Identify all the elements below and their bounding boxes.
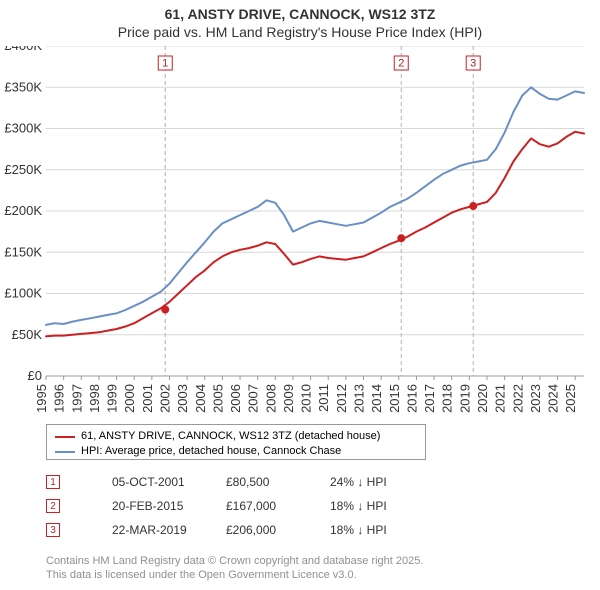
legend-item: 61, ANSTY DRIVE, CANNOCK, WS12 3TZ (deta… bbox=[55, 429, 417, 444]
x-tick-label: 2019 bbox=[457, 384, 472, 413]
x-tick-label: 2013 bbox=[352, 384, 367, 413]
sale-row: 2 20-FEB-2015 £167,000 18% ↓ HPI bbox=[46, 494, 450, 518]
x-tick-label: 2012 bbox=[334, 384, 349, 413]
sale-row: 3 22-MAR-2019 £206,000 18% ↓ HPI bbox=[46, 518, 450, 542]
y-tick-label: £300K bbox=[4, 121, 42, 136]
attribution-line1: Contains HM Land Registry data © Crown c… bbox=[46, 554, 423, 568]
x-tick-label: 2023 bbox=[528, 384, 543, 413]
x-tick-label: 1995 bbox=[34, 384, 49, 413]
attribution-line2: This data is licensed under the Open Gov… bbox=[46, 568, 423, 582]
event-marker: 3 bbox=[470, 57, 476, 69]
y-tick-label: £350K bbox=[4, 79, 42, 94]
sale-marker: 2 bbox=[46, 499, 60, 513]
y-tick-label: £50K bbox=[12, 327, 43, 342]
x-tick-label: 2007 bbox=[246, 384, 261, 413]
sale-marker: 1 bbox=[46, 475, 60, 489]
x-tick-label: 2009 bbox=[281, 384, 296, 413]
legend: 61, ANSTY DRIVE, CANNOCK, WS12 3TZ (deta… bbox=[46, 424, 426, 460]
x-tick-label: 2010 bbox=[299, 384, 314, 413]
legend-label: 61, ANSTY DRIVE, CANNOCK, WS12 3TZ (deta… bbox=[81, 429, 380, 444]
sale-row: 1 05-OCT-2001 £80,500 24% ↓ HPI bbox=[46, 470, 450, 494]
legend-swatch bbox=[55, 451, 75, 453]
x-tick-label: 1996 bbox=[52, 384, 67, 413]
sale-delta: 18% ↓ HPI bbox=[330, 523, 450, 537]
sale-table: 1 05-OCT-2001 £80,500 24% ↓ HPI 2 20-FEB-2015… bbox=[46, 470, 450, 542]
event-marker: 1 bbox=[162, 57, 168, 69]
price-point bbox=[161, 306, 169, 314]
sale-delta: 24% ↓ HPI bbox=[330, 475, 450, 489]
x-tick-label: 2003 bbox=[175, 384, 190, 413]
legend-swatch bbox=[55, 436, 75, 438]
x-tick-label: 2017 bbox=[422, 384, 437, 413]
price-point bbox=[469, 202, 477, 210]
x-tick-label: 2014 bbox=[369, 384, 384, 413]
x-tick-label: 2016 bbox=[404, 384, 419, 413]
attribution: Contains HM Land Registry data © Crown c… bbox=[46, 554, 423, 582]
chart-title-line1: 61, ANSTY DRIVE, CANNOCK, WS12 3TZ bbox=[0, 6, 600, 22]
x-tick-label: 2011 bbox=[316, 384, 331, 412]
sale-price: £206,000 bbox=[226, 523, 316, 537]
legend-label: HPI: Average price, detached house, Cann… bbox=[81, 444, 341, 459]
x-tick-label: 2024 bbox=[546, 384, 561, 413]
sale-date: 20-FEB-2015 bbox=[112, 499, 212, 513]
plot-area: £0 £50K £100K £150K £200K £250K £300K £350K £400… bbox=[0, 46, 600, 422]
chart-container: { "title_line1": "61, ANSTY DRIVE, CANNO… bbox=[0, 0, 600, 590]
sale-marker: 3 bbox=[46, 523, 60, 537]
x-tick-label: 2018 bbox=[440, 384, 455, 413]
x-tick-label: 2004 bbox=[193, 384, 208, 413]
chart-title-line2: Price paid vs. HM Land Registry's House … bbox=[0, 24, 600, 40]
y-tick-label: £400K bbox=[4, 46, 42, 53]
sale-price: £80,500 bbox=[226, 475, 316, 489]
event-marker: 2 bbox=[398, 57, 404, 69]
y-tick-label: £0 bbox=[28, 368, 42, 383]
series-line bbox=[46, 132, 584, 337]
y-tick-label: £150K bbox=[4, 244, 42, 259]
x-tick-label: 2000 bbox=[122, 384, 137, 413]
x-tick-label: 2025 bbox=[563, 384, 578, 413]
x-tick-label: 2008 bbox=[263, 384, 278, 413]
y-tick-label: £250K bbox=[4, 162, 42, 177]
x-tick-label: 2015 bbox=[387, 384, 402, 413]
price-point bbox=[397, 234, 405, 242]
x-tick-label: 2021 bbox=[493, 384, 508, 413]
x-tick-label: 1997 bbox=[69, 384, 84, 413]
x-tick-label: 2006 bbox=[228, 384, 243, 413]
x-tick-label: 2020 bbox=[475, 384, 490, 413]
x-tick-label: 2005 bbox=[210, 384, 225, 413]
x-tick-label: 1998 bbox=[87, 384, 102, 413]
series-line bbox=[46, 87, 584, 325]
sale-delta: 18% ↓ HPI bbox=[330, 499, 450, 513]
x-tick-label: 2001 bbox=[140, 384, 155, 413]
x-tick-label: 1999 bbox=[105, 384, 120, 413]
y-tick-label: £100K bbox=[4, 286, 42, 301]
legend-item: HPI: Average price, detached house, Cann… bbox=[55, 444, 417, 459]
sale-price: £167,000 bbox=[226, 499, 316, 513]
sale-date: 22-MAR-2019 bbox=[112, 523, 212, 537]
x-tick-label: 2002 bbox=[157, 384, 172, 413]
x-tick-label: 2022 bbox=[510, 384, 525, 413]
sale-date: 05-OCT-2001 bbox=[112, 475, 212, 489]
y-tick-label: £200K bbox=[4, 203, 42, 218]
